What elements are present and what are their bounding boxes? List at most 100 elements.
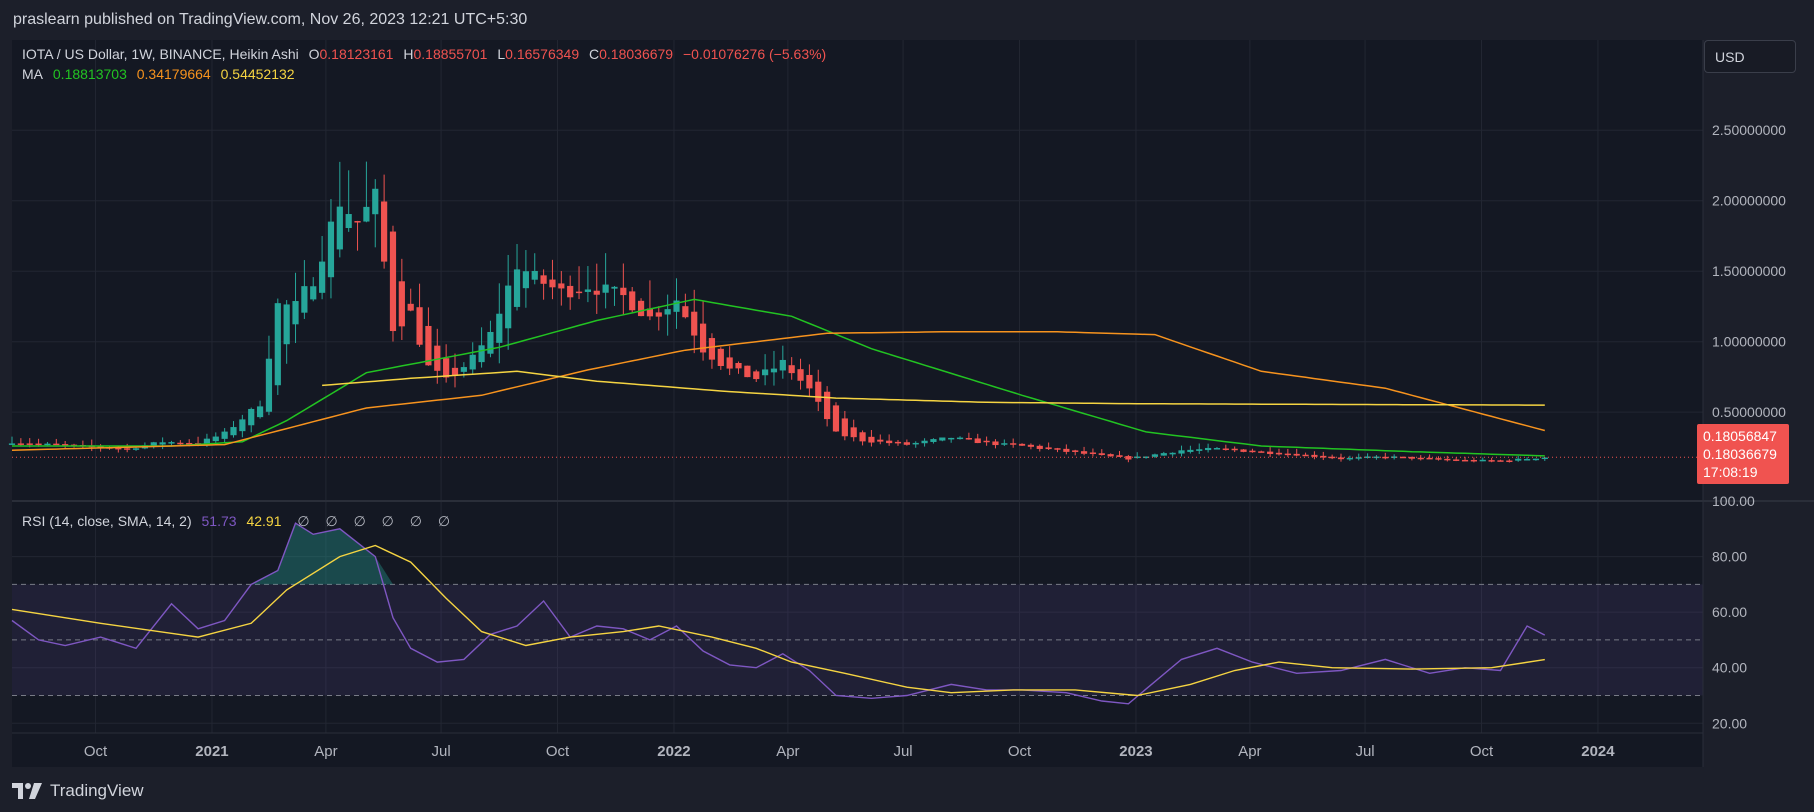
rsi-label[interactable]: RSI (14, close, SMA, 14, 2) — [22, 513, 192, 529]
candle-body — [611, 286, 618, 289]
candle-body — [824, 391, 831, 420]
candle-body — [744, 365, 751, 378]
candle-body — [487, 331, 494, 354]
x-tick-label: Apr — [776, 743, 799, 760]
candle-body — [345, 214, 352, 229]
candle-body — [505, 285, 512, 329]
candle-body — [974, 438, 981, 444]
candle-body — [150, 442, 157, 447]
candle-body — [992, 441, 999, 446]
candle-body — [1408, 456, 1415, 459]
candle-body — [239, 419, 246, 432]
candle-body — [1098, 453, 1105, 456]
rsi-na-value-2: ∅ — [325, 513, 338, 529]
x-tick-label: Oct — [1470, 743, 1494, 760]
ma3-value: 0.54452132 — [220, 66, 295, 82]
rsi-na-value-3: ∅ — [353, 513, 366, 529]
candle-body — [602, 284, 609, 293]
candle-body — [646, 308, 654, 317]
candle-body — [770, 368, 778, 373]
candle-body — [1089, 452, 1097, 455]
candle-body — [1001, 443, 1008, 445]
candle-body — [1497, 460, 1504, 462]
ma-label[interactable]: MA — [22, 66, 43, 82]
candle-body — [1453, 459, 1460, 461]
x-tick-label: 2023 — [1119, 743, 1152, 760]
chart-background — [12, 40, 1703, 767]
rsi-series — [11, 522, 1546, 705]
candle-body — [1479, 459, 1486, 462]
candle-body — [159, 442, 166, 445]
x-tick-label: Oct — [546, 743, 570, 760]
candle-body — [1515, 458, 1522, 461]
rsi-na-value-1: ∅ — [297, 513, 310, 529]
brand-name: TradingView — [50, 781, 144, 800]
low-value: 0.16576349 — [505, 46, 580, 62]
candle-body — [691, 311, 698, 336]
candle-body — [682, 306, 689, 318]
x-tick-label: 2022 — [657, 743, 690, 760]
candle-body — [762, 369, 769, 376]
rsi-tick-label: 80.00 — [1712, 549, 1747, 565]
candle-body — [1151, 454, 1159, 457]
candle-body — [513, 269, 521, 307]
candle-body — [310, 286, 317, 300]
x-tick-label: Oct — [84, 743, 108, 760]
open-value: 0.18123161 — [319, 46, 394, 62]
candle-body — [708, 338, 716, 360]
candle-body — [177, 442, 184, 445]
candle-body — [859, 432, 866, 442]
price-tick-label: 2.50000000 — [1712, 122, 1786, 138]
candle-body — [531, 270, 538, 280]
symbol-title[interactable]: IOTA / US Dollar, 1W, BINANCE, Heikin As… — [22, 46, 299, 62]
candle-body — [1054, 448, 1061, 450]
candle-body — [877, 439, 884, 442]
currency-label: USD — [1715, 48, 1745, 65]
moving-average-line — [11, 331, 1545, 451]
candle-body — [629, 291, 636, 311]
tradingview-logo-icon — [12, 783, 42, 799]
candle-body — [1284, 453, 1291, 456]
rsi-line — [11, 522, 1546, 705]
moving-average-line — [322, 370, 1545, 406]
candle-body — [1213, 448, 1221, 450]
candle-body — [1018, 443, 1026, 446]
candle-body — [1399, 456, 1407, 459]
candle-body — [1107, 454, 1114, 457]
price-tick-label: 0.50000000 — [1712, 404, 1786, 420]
candle-body — [894, 441, 902, 444]
candle-body — [1010, 443, 1017, 445]
rsi-na-value-5: ∅ — [409, 513, 422, 529]
candle-body — [983, 440, 990, 443]
ma-legend: MA 0.18813703 0.34179664 0.54452132 — [22, 66, 301, 82]
candle-body — [1523, 458, 1531, 461]
candle-body — [699, 323, 707, 353]
candle-body — [1169, 452, 1176, 455]
candle-body — [912, 442, 919, 445]
currency-button[interactable]: USD — [1704, 40, 1796, 73]
candle-body — [1506, 460, 1513, 463]
candle-body — [903, 442, 910, 445]
rsi-tick-label: 20.00 — [1712, 715, 1747, 731]
candle-body — [1134, 456, 1141, 459]
candle-body — [26, 443, 33, 445]
candle-body — [274, 303, 281, 386]
rsi-value: 51.73 — [201, 513, 237, 529]
candle-body — [726, 357, 733, 369]
candle-body — [17, 443, 24, 445]
tradingview-brand[interactable]: TradingView — [0, 770, 400, 812]
candle-body — [1320, 455, 1327, 458]
candle-body — [496, 313, 503, 343]
price-tick-label: 1.00000000 — [1712, 334, 1786, 350]
candle-body — [443, 358, 450, 378]
candle-body — [354, 221, 361, 223]
low-label: L — [497, 46, 506, 62]
candle-body — [124, 448, 131, 450]
candle-body — [132, 448, 140, 450]
candlestick-series — [8, 161, 1703, 463]
candle-body — [1231, 448, 1238, 451]
candle-body — [1391, 456, 1398, 458]
candle-body — [1063, 448, 1070, 452]
candle-body — [35, 443, 42, 446]
